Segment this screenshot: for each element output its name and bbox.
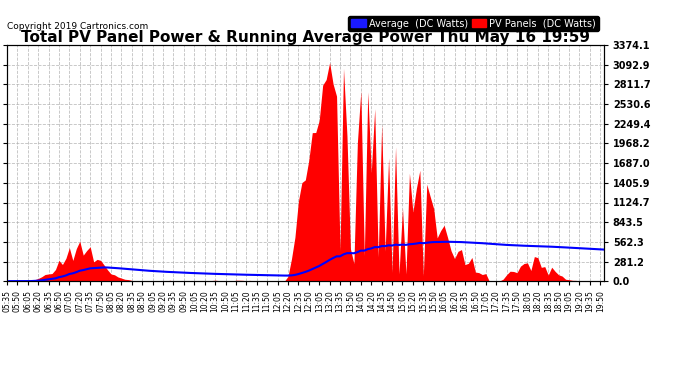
Title: Total PV Panel Power & Running Average Power Thu May 16 19:59: Total PV Panel Power & Running Average P… [21, 30, 590, 45]
Legend: Average  (DC Watts), PV Panels  (DC Watts): Average (DC Watts), PV Panels (DC Watts) [348, 16, 599, 32]
Text: Copyright 2019 Cartronics.com: Copyright 2019 Cartronics.com [8, 22, 149, 31]
